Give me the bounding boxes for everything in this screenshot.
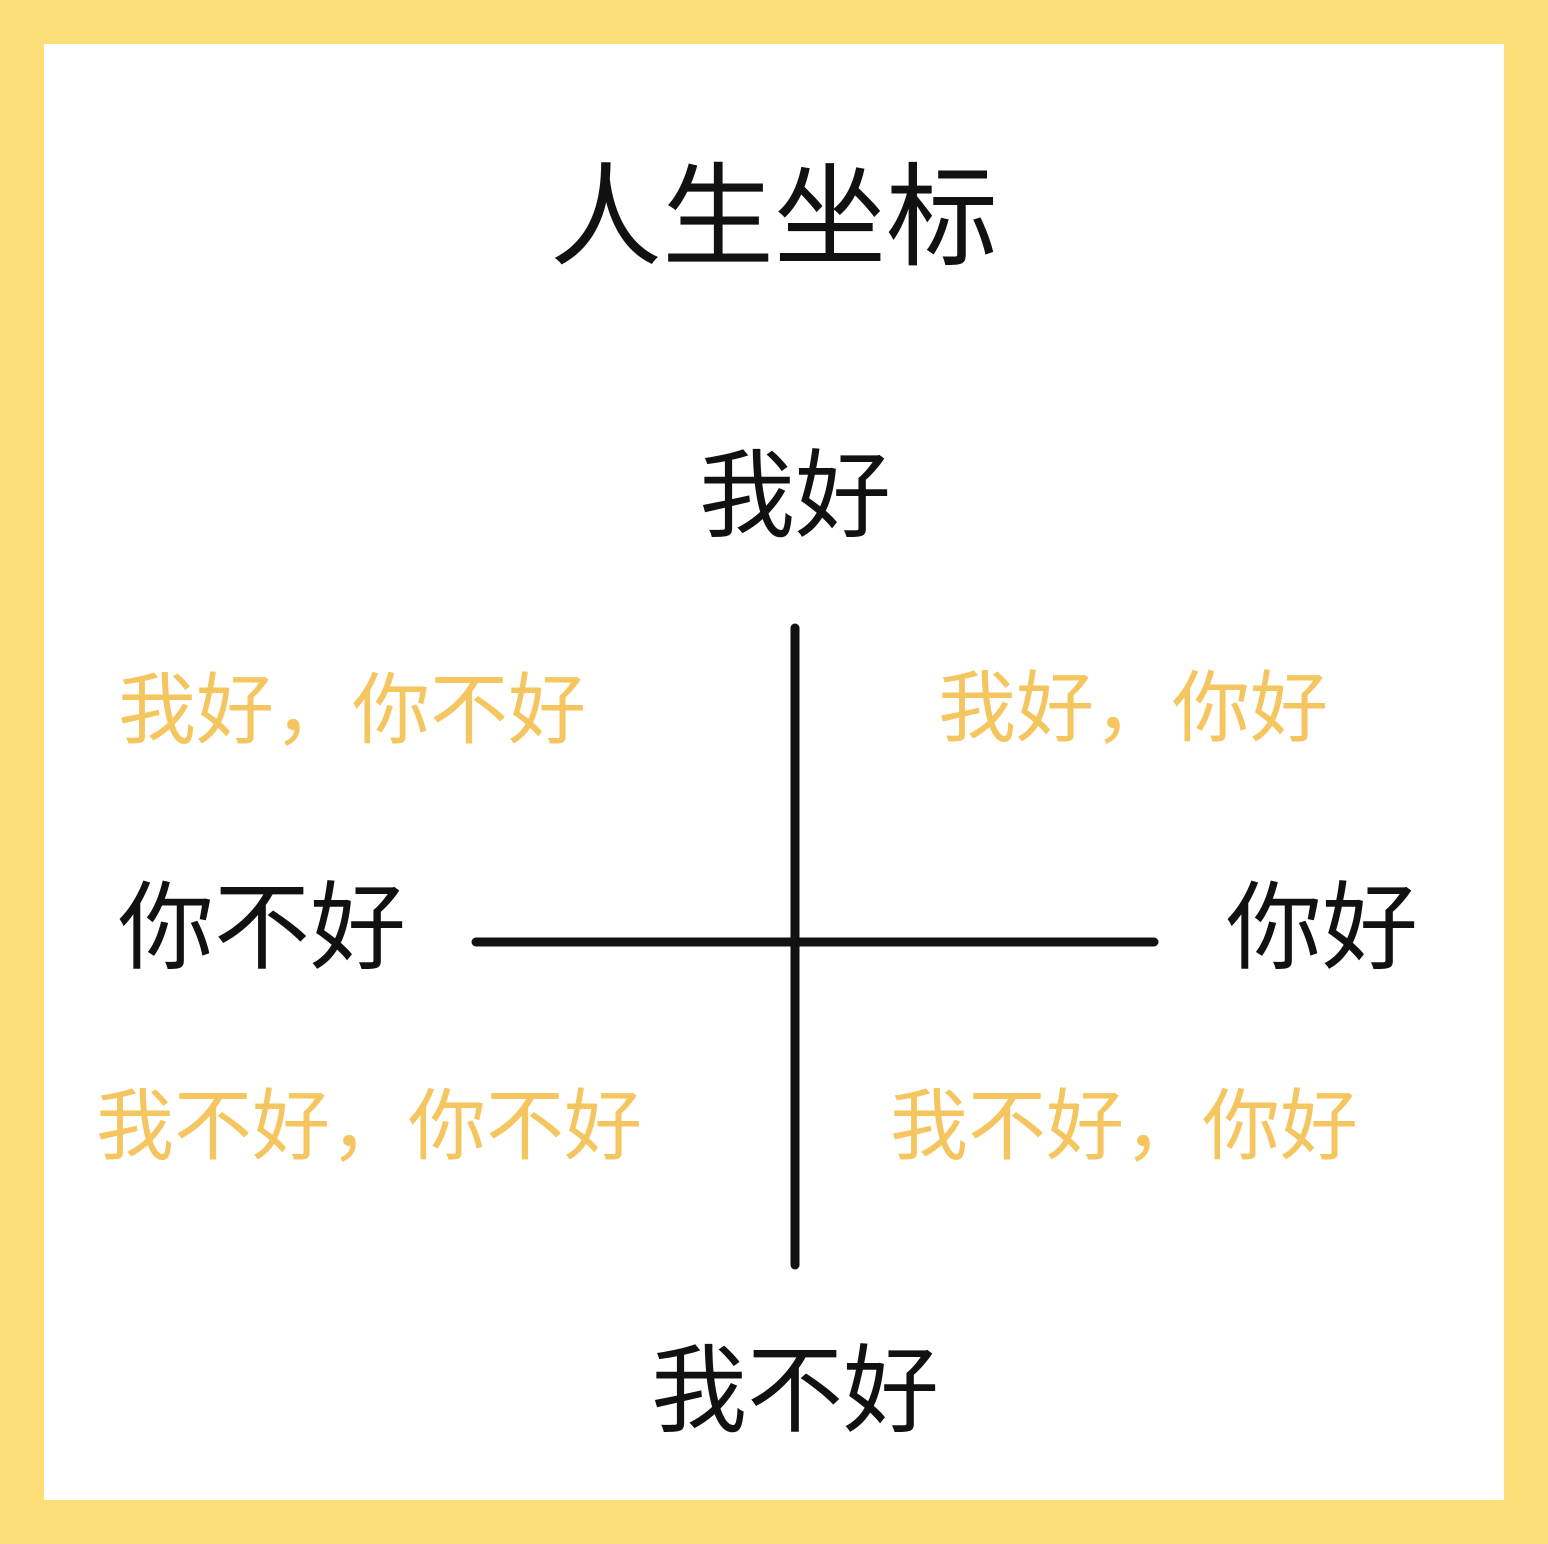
- axis-label-left: 你不好: [118, 872, 406, 984]
- diagram-title: 人生坐标: [550, 153, 998, 283]
- quadrant-label-top-left: 我好，你不好: [118, 666, 587, 756]
- axis-label-right: 你好: [1226, 872, 1418, 984]
- quadrant-label-bottom-left: 我不好，你不好: [96, 1082, 643, 1172]
- axis-label-bottom: 我不好: [651, 1335, 939, 1447]
- quadrant-label-top-right: 我好，你好: [938, 664, 1329, 754]
- axis-label-top: 我好: [699, 440, 891, 552]
- quadrant-label-bottom-right: 我不好，你好: [890, 1082, 1359, 1172]
